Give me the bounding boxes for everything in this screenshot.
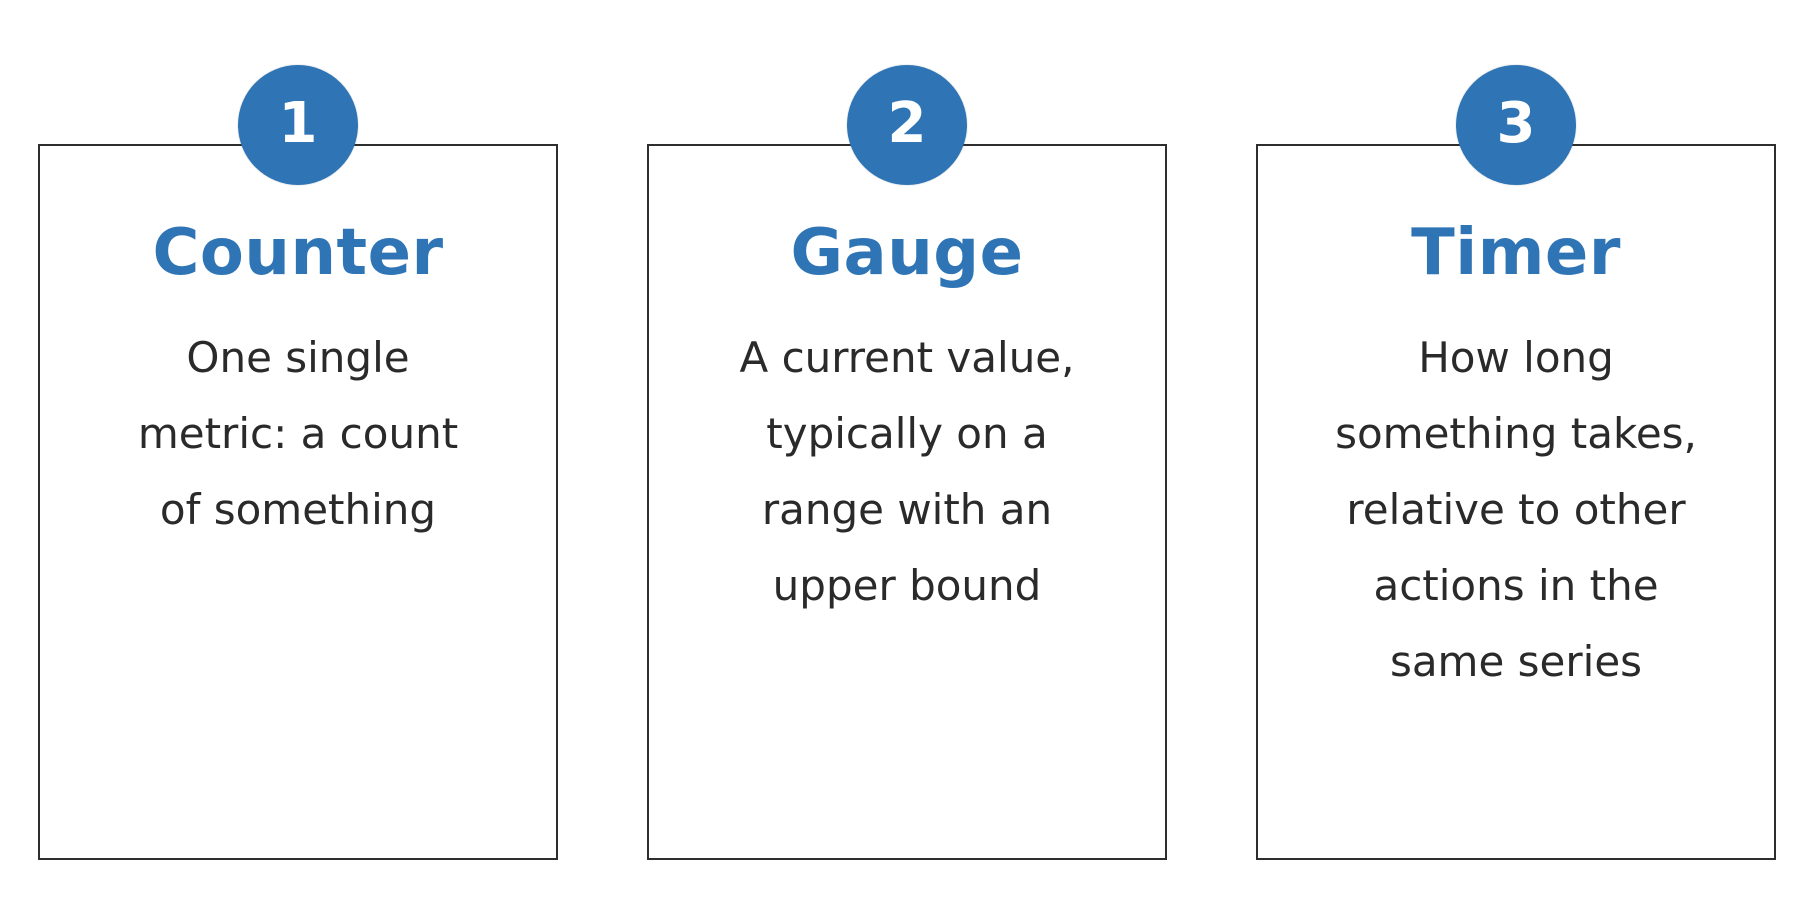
number-badge-3: 3 <box>1456 65 1576 185</box>
description-line: same series <box>1389 637 1643 686</box>
description-line: One single <box>186 333 410 382</box>
card-counter: 1 Counter One single metric: a count of … <box>38 65 558 860</box>
description-line: actions in the <box>1373 561 1659 610</box>
card-timer: 3 Timer How long something takes, relati… <box>1256 65 1776 860</box>
description-line: of something <box>159 485 437 534</box>
description-line: relative to other <box>1346 485 1686 534</box>
description-line: metric: a count <box>137 409 459 458</box>
card-description: A current value, typically on a range wi… <box>649 320 1165 624</box>
number-badge-2: 2 <box>847 65 967 185</box>
badge-number: 3 <box>1496 91 1536 156</box>
card-title: Timer <box>1411 216 1621 290</box>
badge-number: 1 <box>278 91 318 156</box>
description-line: range with an <box>761 485 1053 534</box>
description-line: something takes, <box>1335 409 1697 458</box>
card-title: Counter <box>152 216 444 290</box>
description-line: upper bound <box>772 561 1042 610</box>
description-line: typically on a <box>766 409 1048 458</box>
description-line: A current value, <box>739 333 1075 382</box>
card-description: How long something takes, relative to ot… <box>1258 320 1774 700</box>
card-title: Gauge <box>790 216 1024 290</box>
card-description: One single metric: a count of something <box>40 320 556 548</box>
card-gauge: 2 Gauge A current value, typically on a … <box>647 65 1167 860</box>
number-badge-1: 1 <box>238 65 358 185</box>
badge-number: 2 <box>887 91 927 156</box>
description-line: How long <box>1418 333 1614 382</box>
